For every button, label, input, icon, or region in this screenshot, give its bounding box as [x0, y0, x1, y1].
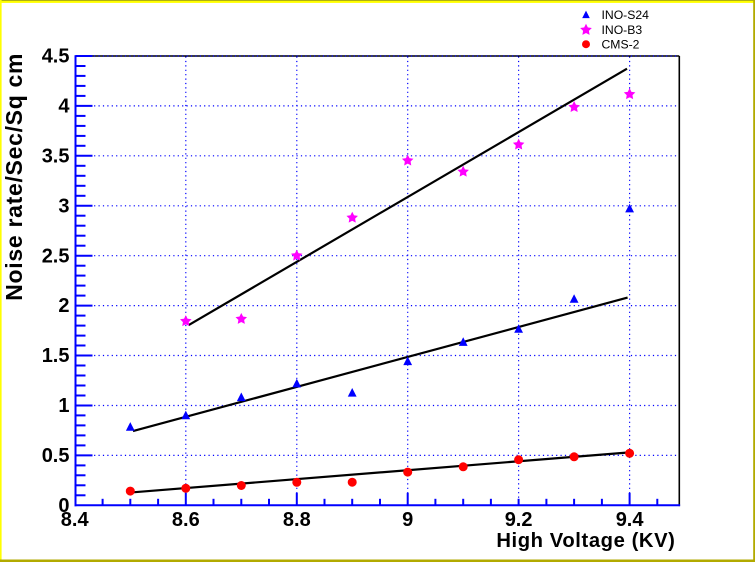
svg-text:9: 9 [402, 509, 413, 531]
svg-text:High Voltage (KV): High Voltage (KV) [496, 530, 675, 552]
svg-text:8.4: 8.4 [61, 509, 90, 531]
svg-text:1.5: 1.5 [42, 345, 70, 367]
svg-text:2.5: 2.5 [42, 245, 70, 267]
svg-text:INO-S24: INO-S24 [602, 8, 650, 22]
svg-text:Noise rate/Sec/Sq cm: Noise rate/Sec/Sq cm [1, 53, 27, 301]
svg-text:1: 1 [58, 395, 69, 417]
svg-text:0: 0 [58, 495, 69, 517]
svg-text:4.5: 4.5 [42, 46, 70, 68]
svg-text:3: 3 [58, 195, 69, 217]
svg-text:INO-B3: INO-B3 [602, 23, 643, 37]
svg-text:9.2: 9.2 [505, 509, 533, 531]
svg-text:9.4: 9.4 [616, 509, 645, 531]
svg-text:2: 2 [58, 295, 69, 317]
svg-text:4: 4 [58, 96, 70, 118]
svg-text:8.6: 8.6 [172, 509, 200, 531]
svg-text:0.5: 0.5 [42, 445, 70, 467]
svg-text:8.8: 8.8 [283, 509, 311, 531]
svg-text:3.5: 3.5 [42, 145, 70, 167]
svg-text:CMS-2: CMS-2 [602, 38, 640, 52]
